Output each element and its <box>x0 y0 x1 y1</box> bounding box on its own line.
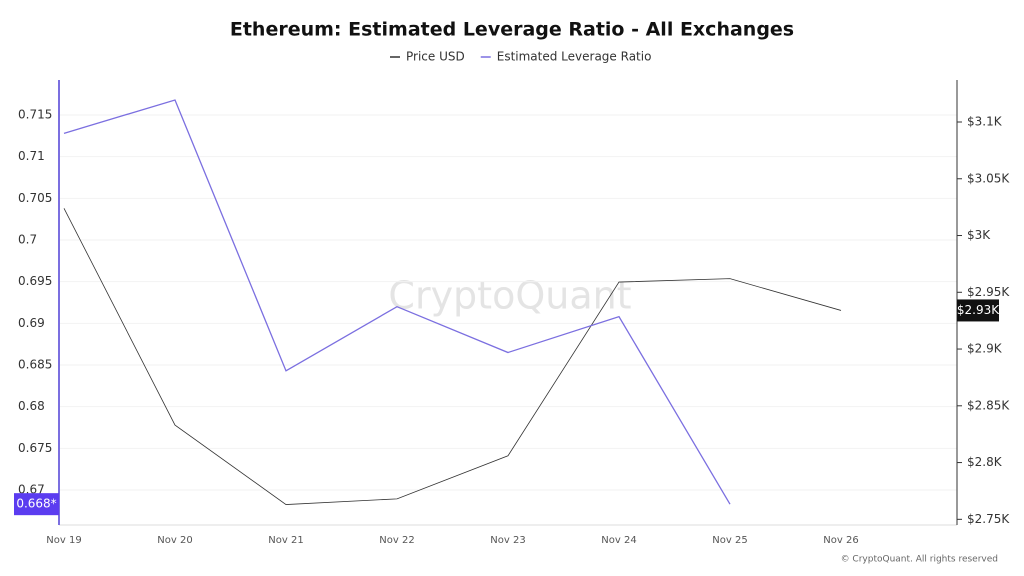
footer: © CryptoQuant. All rights reserved <box>841 555 998 565</box>
x-tick-label: Nov 23 <box>490 535 525 546</box>
watermark: CryptoQuant <box>388 274 631 318</box>
x-tick-label: Nov 19 <box>46 535 81 546</box>
value-badge <box>957 299 999 322</box>
y-tick-label: 0.71 <box>18 149 45 163</box>
y-tick-label: 0.69 <box>18 316 45 330</box>
y2-tick-label: $2.8K <box>967 455 1003 469</box>
y2-tick-label: $2.85K <box>967 398 1010 412</box>
x-tick-label: Nov 24 <box>601 535 636 546</box>
y2-tick-label: $2.75K <box>967 512 1010 526</box>
y2-tick-label: $3.05K <box>967 171 1010 185</box>
y2-tick-label: $2.95K <box>967 285 1010 299</box>
y-tick-label: 0.675 <box>18 441 52 455</box>
chart-title: Ethereum: Estimated Leverage Ratio - All… <box>230 19 794 41</box>
series-line <box>63 99 731 505</box>
series-line <box>63 208 842 505</box>
value-badge <box>14 493 59 516</box>
y-tick-label: 0.705 <box>18 191 52 205</box>
y-tick-label: 0.7 <box>18 233 37 247</box>
y2-tick-label: $3K <box>967 228 991 242</box>
y-tick-label: 0.68 <box>18 399 45 413</box>
x-tick-label: Nov 21 <box>268 535 303 546</box>
y2-tick-label: $2.9K <box>967 342 1003 356</box>
value-label: $2.93K <box>957 303 1000 317</box>
y2-tick-label: $3.1K <box>967 115 1003 129</box>
y-tick-label: 0.67 <box>18 483 45 497</box>
x-tick-label: Nov 25 <box>712 535 747 546</box>
y-tick-label: 0.715 <box>18 108 52 122</box>
legend-label: Price USD <box>406 50 465 64</box>
x-tick-label: Nov 26 <box>823 535 858 546</box>
y-tick-label: 0.695 <box>18 274 52 288</box>
y-tick-label: 0.685 <box>18 358 52 372</box>
x-tick-label: Nov 20 <box>157 535 192 546</box>
value-label: 0.668* <box>16 497 56 511</box>
legend-label: Estimated Leverage Ratio <box>497 50 652 64</box>
x-tick-label: Nov 22 <box>379 535 414 546</box>
